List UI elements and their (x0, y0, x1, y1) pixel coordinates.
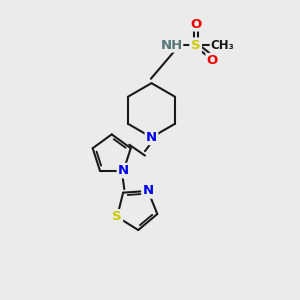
Text: CH₃: CH₃ (210, 39, 234, 52)
Text: O: O (190, 18, 201, 31)
Text: S: S (112, 210, 122, 223)
Text: O: O (206, 54, 218, 67)
Text: S: S (191, 39, 200, 52)
Text: N: N (146, 131, 157, 144)
Text: N: N (142, 184, 154, 197)
Text: N: N (118, 164, 129, 177)
Text: NH: NH (160, 39, 183, 52)
